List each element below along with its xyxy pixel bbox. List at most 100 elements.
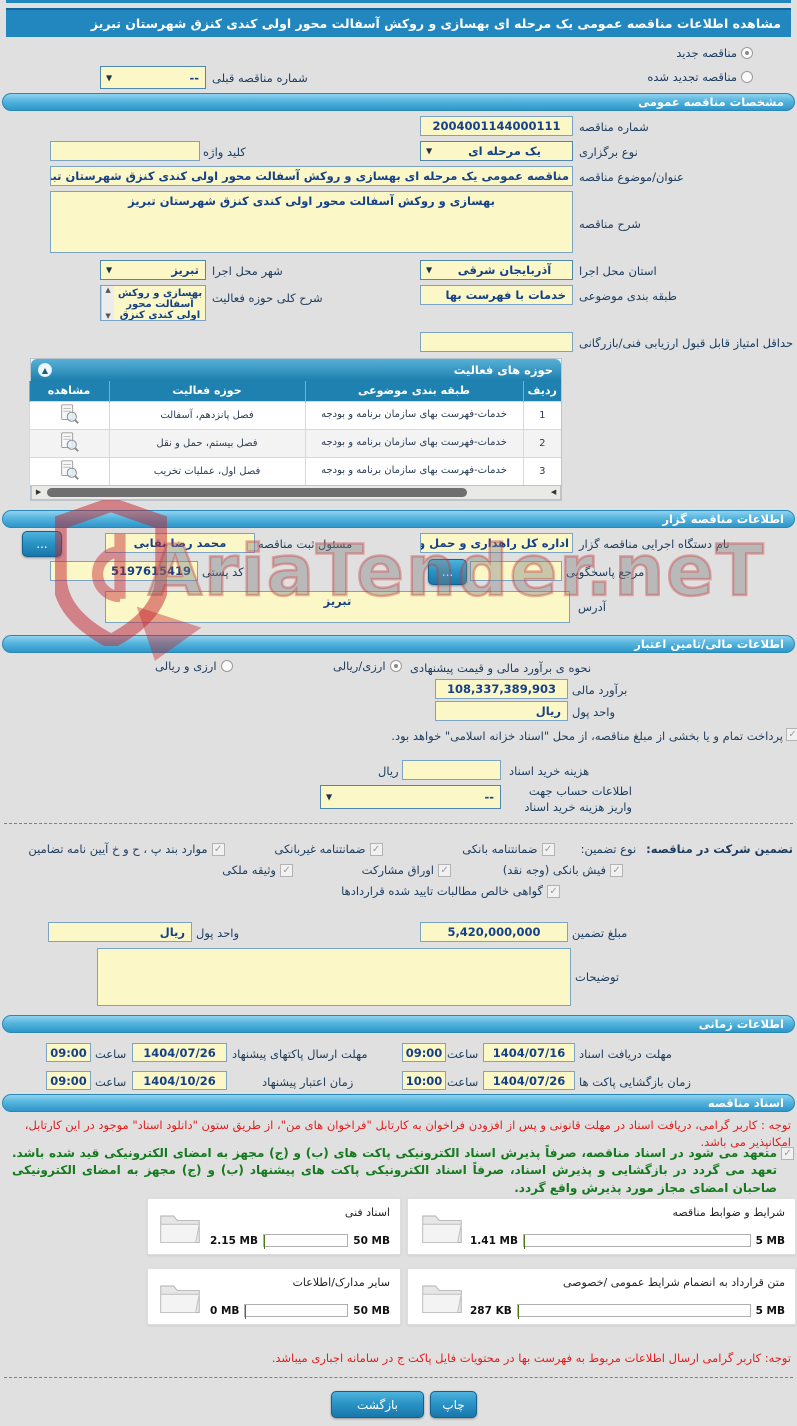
print-button[interactable]: چاپ bbox=[430, 1391, 477, 1418]
folder-icon bbox=[422, 1285, 462, 1314]
checkbox-icon[interactable]: ✓ bbox=[369, 842, 383, 856]
scrollbar-thumb[interactable] bbox=[47, 487, 467, 497]
progress-fill bbox=[524, 1235, 526, 1249]
file-label: اسناد فنی bbox=[344, 1206, 390, 1219]
guarantee-amount-field[interactable]: 5,420,000,000 bbox=[420, 922, 568, 942]
scroll-right-icon[interactable]: ◀ bbox=[550, 488, 557, 496]
radio-icon[interactable] bbox=[220, 660, 233, 672]
view-cell[interactable] bbox=[28, 428, 109, 457]
upload-card-technical[interactable]: اسناد فنی 2.15 MB 50 MB bbox=[147, 1198, 401, 1255]
horizontal-scrollbar[interactable]: ◀ ▶ bbox=[31, 484, 561, 500]
prev-tender-number-select[interactable]: -- ▼ bbox=[100, 66, 206, 89]
opening-time-field[interactable]: 10:00 bbox=[402, 1071, 446, 1090]
view-cell[interactable] bbox=[28, 400, 109, 429]
description-textarea[interactable]: بهسازی و روکش آسفالت محور اولی کندی کنزق… bbox=[50, 191, 573, 253]
tender-number-field[interactable]: 2004001144000111 bbox=[420, 116, 573, 136]
guarantee-opt-nonbank[interactable]: ✓ ضمانتنامه غیربانکی bbox=[225, 842, 383, 856]
validity-time-field[interactable]: 09:00 bbox=[46, 1071, 91, 1090]
checkbox-icon[interactable]: ✓ bbox=[610, 863, 623, 877]
used-size: 0 MB bbox=[210, 1304, 240, 1317]
table-row: 2 خدمات-فهرست بهای سازمان برنامه و بودجه… bbox=[28, 428, 561, 457]
radio-icon[interactable] bbox=[741, 71, 753, 83]
time-value: 09:00 bbox=[50, 1045, 87, 1060]
radio-icon[interactable] bbox=[741, 47, 753, 59]
postal-code-value: 5197615419 bbox=[110, 564, 191, 578]
envelope-deadline-date-field[interactable]: 1404/07/26 bbox=[132, 1043, 227, 1062]
envelope-deadline-time-field[interactable]: 09:00 bbox=[46, 1043, 91, 1062]
province-select[interactable]: آذربایجان شرقی ▼ bbox=[420, 260, 573, 280]
arrow-down-icon[interactable]: ▼ bbox=[105, 312, 111, 320]
commitment-text: متعهد می شود در اسناد مناقصه، صرفاً پذیر… bbox=[12, 1146, 777, 1195]
guarantee-opt-bonds[interactable]: ✓ اوراق مشارکت bbox=[293, 863, 451, 877]
row-field: فصل پانزدهم، آسفالت bbox=[108, 400, 305, 429]
view-document-icon[interactable] bbox=[58, 403, 80, 425]
currency-field[interactable]: ریال bbox=[435, 701, 568, 721]
tender-type-select[interactable]: یک مرحله ای ▼ bbox=[420, 141, 573, 161]
page-title: مشاهده اطلاعات مناقصه عمومی یک مرحله ای … bbox=[90, 16, 781, 31]
arrow-up-icon[interactable]: ▲ bbox=[105, 286, 111, 294]
back-button-label: بازگشت bbox=[357, 1397, 398, 1412]
progress-row: 2.15 MB 50 MB bbox=[210, 1234, 390, 1249]
doc-receipt-time-field[interactable]: 09:00 bbox=[402, 1043, 446, 1062]
fehrest-notice: توجه: کاربر گرامی ارسال اطلاعات مربوط به… bbox=[271, 1351, 791, 1365]
view-document-icon[interactable] bbox=[58, 431, 80, 453]
agency-field[interactable]: اداره کل راهداری و حمل و ن bbox=[420, 533, 573, 553]
guarantee-opt-bank[interactable]: ✓ ضمانتنامه بانکی bbox=[383, 842, 555, 856]
checkbox-icon[interactable]: ✓ bbox=[280, 863, 293, 877]
address-field[interactable]: تبریز bbox=[105, 591, 570, 623]
timing-header-label: اطلاعات زمانی bbox=[698, 1017, 784, 1031]
scope-textarea[interactable]: بهسازی و روکش آسفالت محور اولی کندی کنزق… bbox=[100, 285, 206, 321]
commitment-checkbox[interactable]: ✓ bbox=[781, 1147, 794, 1160]
back-button[interactable]: بازگشت bbox=[331, 1391, 424, 1418]
max-size: 50 MB bbox=[353, 1304, 390, 1317]
estimate-value: 108,337,389,903 bbox=[446, 682, 557, 696]
subject-field[interactable]: مناقصه عمومی یک مرحله ای بهسازی و روکش آ… bbox=[50, 166, 573, 186]
doc-fee-field[interactable] bbox=[402, 760, 501, 780]
checkbox-icon[interactable]: ✓ bbox=[547, 884, 560, 898]
checkbox-icon[interactable]: ✓ bbox=[211, 842, 225, 856]
upload-card-terms[interactable]: شرایط و ضوابط مناقصه 1.41 MB 5 MB bbox=[407, 1198, 796, 1255]
radio-new-tender[interactable]: مناقصه جدید bbox=[676, 46, 753, 60]
agency-browse-button[interactable]: ... bbox=[22, 531, 62, 557]
ref-browse-button[interactable]: ... bbox=[428, 559, 467, 585]
opening-date-field[interactable]: 1404/07/26 bbox=[483, 1071, 575, 1090]
notes-textarea[interactable] bbox=[97, 948, 571, 1006]
min-score-field[interactable] bbox=[420, 332, 573, 352]
tender-number-value: 2004001144000111 bbox=[432, 119, 561, 133]
guarantee-opt-claims[interactable]: ✓ گواهی خالص مطالبات تایید شده قراردادها bbox=[341, 884, 560, 898]
used-size: 1.41 MB bbox=[470, 1234, 519, 1247]
specs-header-label: مشخصات مناقصه عمومی bbox=[638, 95, 784, 109]
hour-label: ساعت bbox=[95, 1075, 127, 1089]
radio-renewed-tender[interactable]: مناقصه تجدید شده bbox=[647, 70, 753, 84]
collapse-icon[interactable]: ▲ bbox=[38, 363, 52, 377]
radio-icon[interactable] bbox=[389, 660, 402, 672]
postal-code-field[interactable]: 5197615419 bbox=[50, 561, 198, 581]
scope-scrollbar[interactable]: ▲ ▼ bbox=[101, 286, 114, 320]
estimate-field[interactable]: 108,337,389,903 bbox=[435, 679, 568, 699]
validity-date-field[interactable]: 1404/10/26 bbox=[132, 1071, 227, 1090]
radio-currency-and-rial[interactable]: ارزی و ریالی bbox=[155, 659, 233, 673]
doc-receipt-deadline-label: مهلت دریافت اسناد bbox=[579, 1047, 672, 1061]
keyword-field[interactable] bbox=[50, 141, 200, 161]
checkbox-icon[interactable]: ✓ bbox=[438, 863, 451, 877]
guarantee-opt-property[interactable]: ✓ وثیقه ملکی bbox=[222, 863, 293, 877]
treasury-checkbox[interactable]: ✓ bbox=[786, 728, 797, 741]
guarantee-opt-bylaw[interactable]: ✓ موارد بند پ ، ح و خ آیین نامه تضامین bbox=[28, 842, 225, 856]
view-document-icon[interactable] bbox=[58, 459, 80, 481]
scroll-left-icon[interactable]: ▶ bbox=[35, 488, 42, 496]
tender-type-value: یک مرحله ای bbox=[468, 144, 541, 158]
col-view: مشاهده bbox=[28, 381, 109, 401]
account-select[interactable]: -- ▼ bbox=[320, 785, 501, 809]
doc-receipt-date-field[interactable]: 1404/07/16 bbox=[483, 1043, 575, 1062]
upload-card-contract[interactable]: متن قرارداد به انضمام شرایط عمومی /خصوصی… bbox=[407, 1268, 796, 1325]
registrar-field[interactable]: محمد رضا نقابی bbox=[105, 533, 255, 553]
checkbox-icon[interactable]: ✓ bbox=[541, 842, 555, 856]
guarantee-currency-field[interactable]: ریال bbox=[48, 922, 192, 942]
response-ref-field[interactable] bbox=[470, 561, 562, 581]
upload-card-other[interactable]: سایر مدارک/اطلاعات 0 MB 50 MB bbox=[147, 1268, 401, 1325]
guarantee-opt-cash[interactable]: ✓ فیش بانکی (وجه نقد) bbox=[451, 863, 623, 877]
radio-rial[interactable]: ارزی/ریالی bbox=[333, 659, 402, 673]
city-select[interactable]: تبریز ▼ bbox=[100, 260, 206, 280]
category-field[interactable]: خدمات با فهرست بها bbox=[420, 285, 573, 305]
view-cell[interactable] bbox=[28, 456, 109, 485]
